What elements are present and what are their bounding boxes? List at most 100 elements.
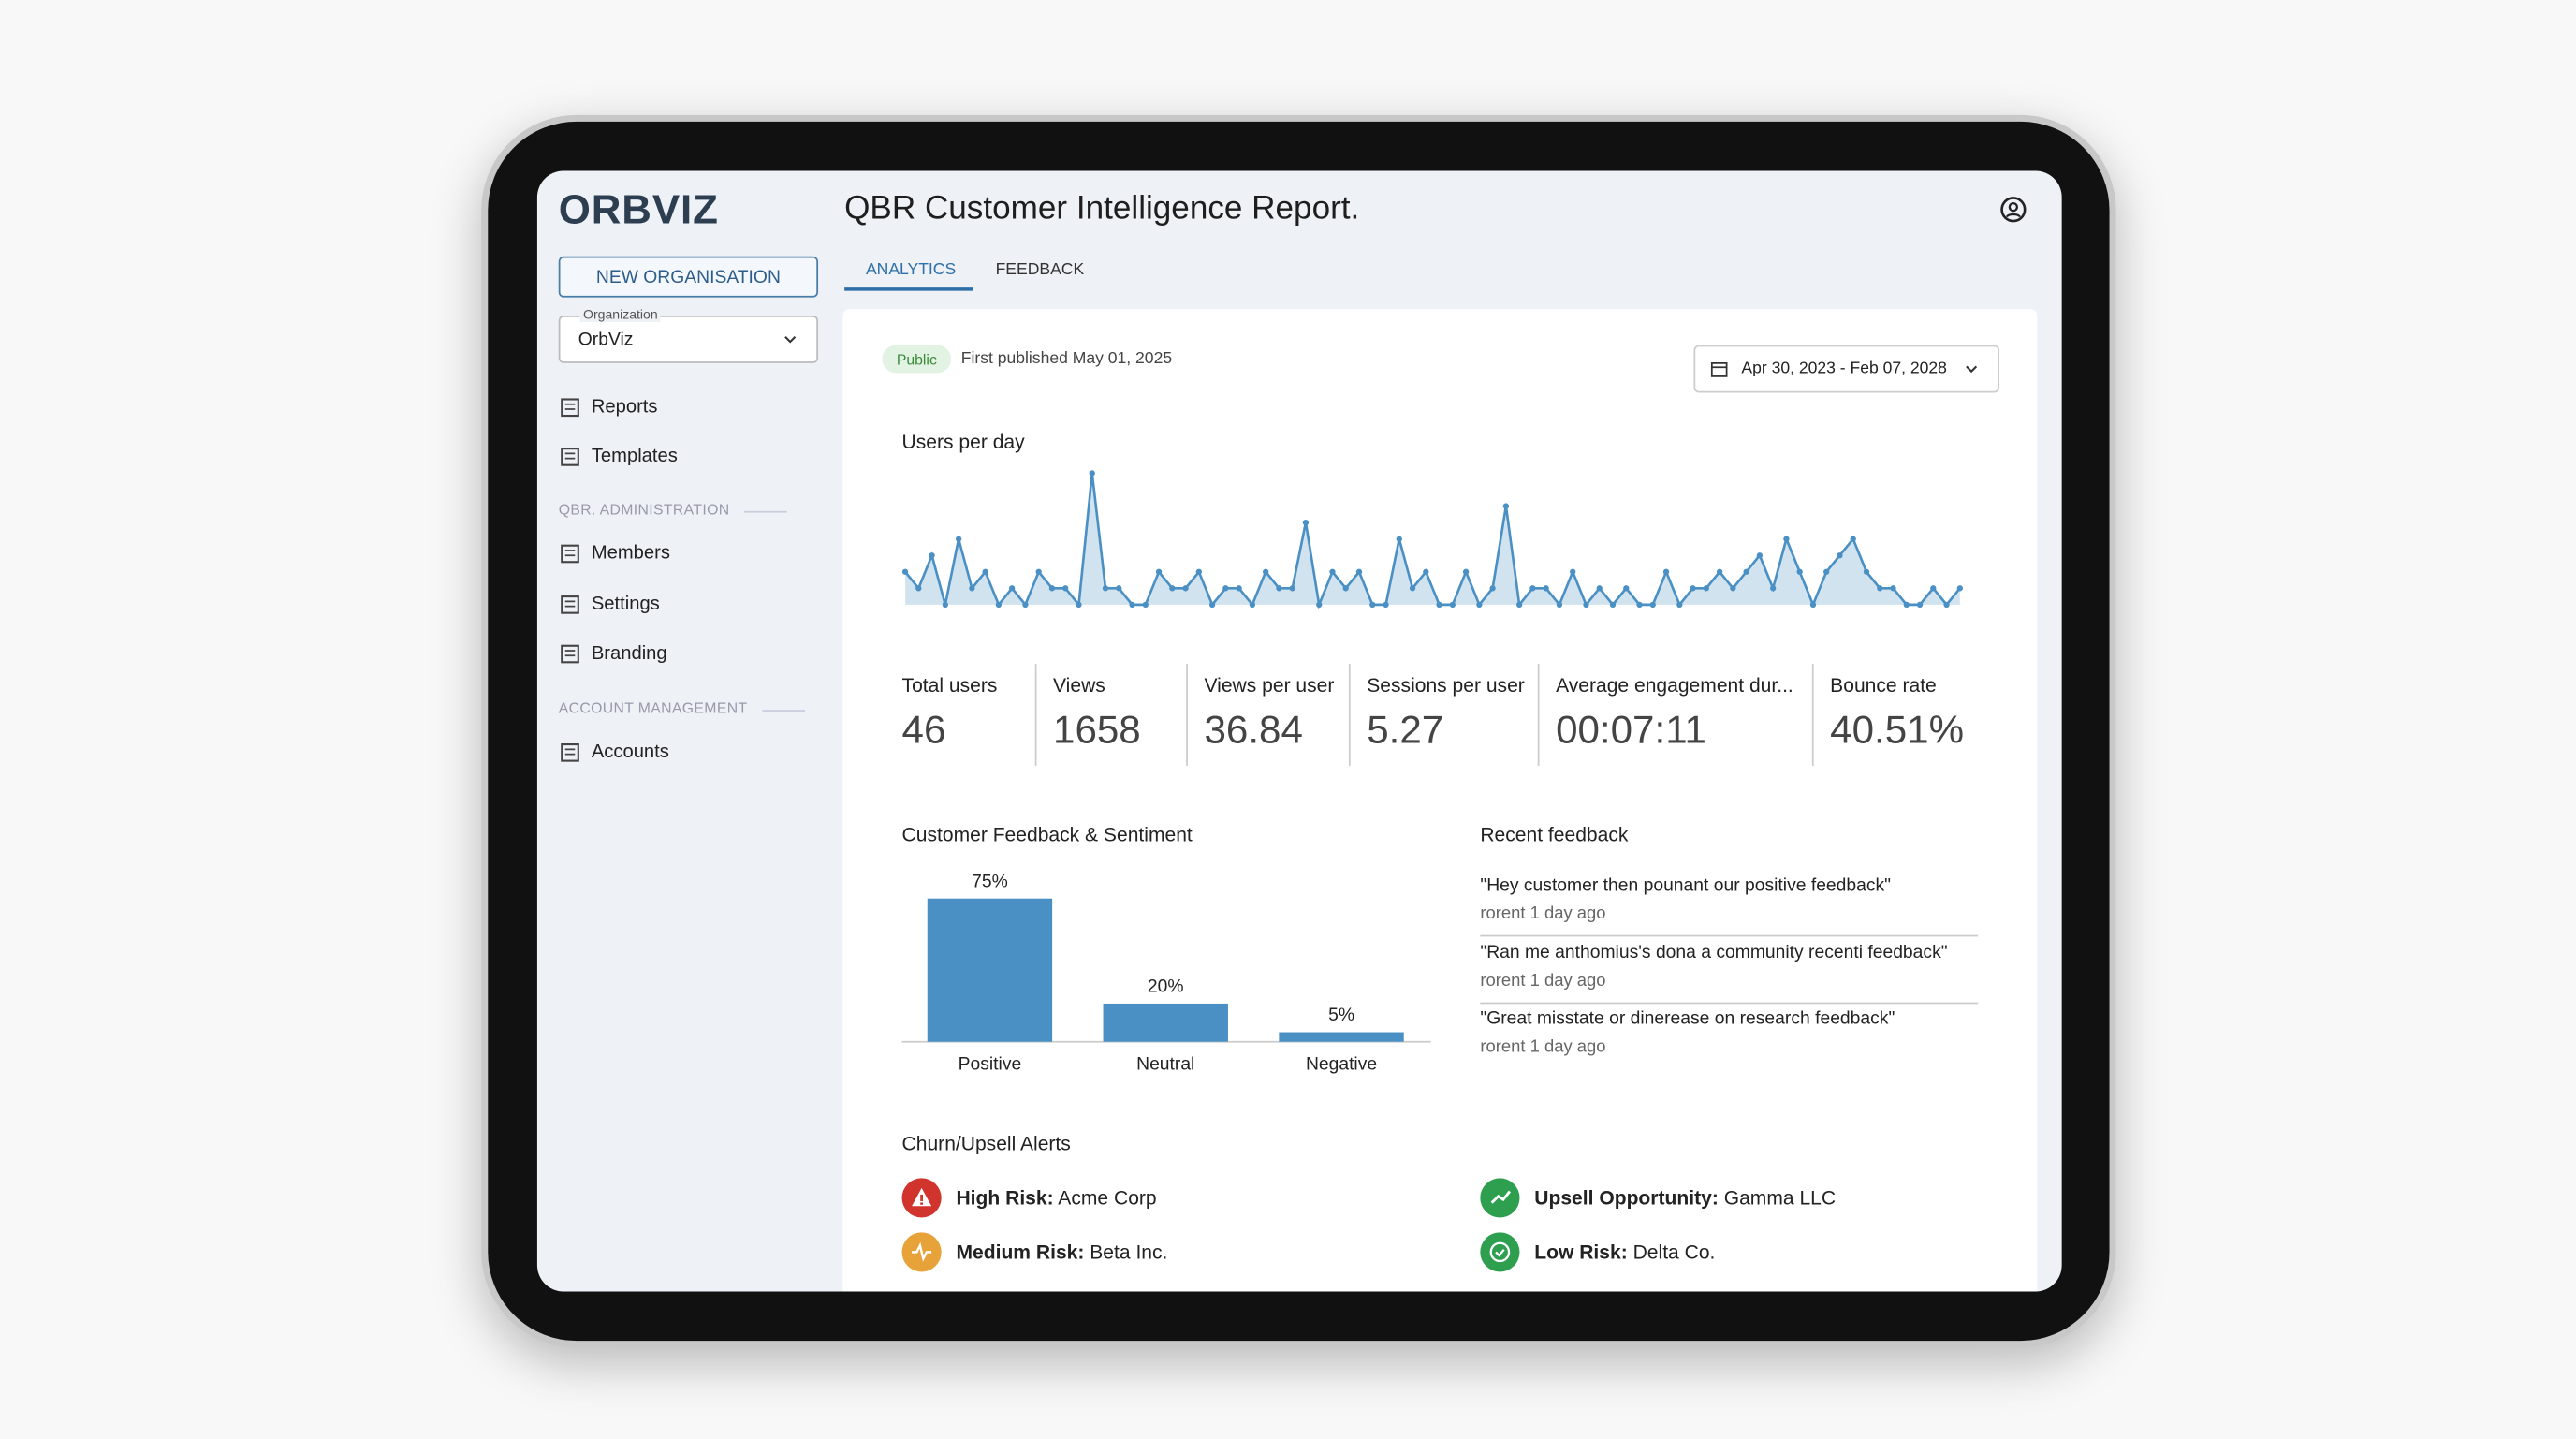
users-point [1409,585,1416,592]
metric-label: Views per user [1204,673,1335,697]
nav-item[interactable]: Templates [559,446,678,469]
alert-text: Upsell Opportunity: Gamma LLC [1534,1186,1836,1210]
users-point [929,552,935,559]
screen: ORBVIZ NEW ORGANISATION Organization Orb… [536,170,2062,1292]
nav-item[interactable]: Settings [559,593,660,616]
nav-icon [561,742,579,761]
metric-divider [1811,664,1814,766]
alert-text: Low Risk: Delta Co. [1534,1241,1715,1264]
nav-icon [561,544,579,564]
users-point [1703,585,1709,592]
users-point [1129,601,1135,609]
metric-divider [1348,664,1351,766]
users-point [1449,601,1456,609]
org-select[interactable]: Organization OrbViz [558,307,819,363]
nav-item[interactable]: Members [559,542,670,565]
report-title: QBR Customer Intelligence Report. [844,190,1360,228]
nav-label: Settings [591,594,660,614]
users-point [1396,536,1402,542]
tab[interactable]: ANALYTICS [865,261,957,280]
users-point [1142,601,1149,609]
nav-item[interactable]: Reports [559,396,658,419]
alert-icon [901,1178,942,1218]
users-point [1022,601,1029,609]
alert-item: Low Risk: Delta Co. [1480,1232,1715,1272]
feedback-quote: "Great misstate or dinerease on research… [1480,1008,1895,1029]
published-date: First published May 01, 2025 [960,349,1173,369]
users-point [1035,568,1042,575]
feedback-meta: rorent 1 day ago [1480,903,1606,924]
users-point [1329,568,1336,575]
alert-text: High Risk: Acme Corp [956,1186,1156,1210]
users-point [1837,552,1843,559]
metric-label: Bounce rate [1830,673,1937,697]
nav-icon [561,448,579,466]
users-point [1489,585,1496,592]
x-tick-label: Positive [959,1055,1022,1075]
alert-label: Upsell Opportunity: [1534,1186,1719,1210]
users-point [1436,601,1442,609]
users-point [1690,585,1696,592]
alert-glyph [1490,1190,1512,1204]
users-chart [901,470,1963,609]
users-point [1543,585,1549,592]
feedback-divider [1480,1001,1979,1004]
users-point [1263,568,1269,575]
metric-value: 36.84 [1204,708,1303,753]
nav-label: Reports [591,397,658,418]
alert-label: Medium Risk: [956,1241,1085,1264]
nav-icon [561,595,579,613]
alert-account: Gamma LLC [1723,1186,1837,1210]
metric-label: Total users [901,673,998,697]
alert-account: Beta Inc. [1090,1241,1168,1264]
users-point [1877,585,1883,592]
users-point [1583,601,1589,609]
users-point [1009,585,1016,592]
users-point [942,601,949,609]
users-point [1276,585,1282,592]
section-title: QBR. ADMINISTRATION [558,501,730,518]
bar [927,898,1053,1042]
alert-glyph [912,1187,932,1207]
section-title: ACCOUNT MANAGEMENT [558,698,748,716]
feedback-quote: "Hey customer then pounant our positive … [1480,875,1892,896]
users-point [1369,601,1376,609]
users-point [1222,585,1229,592]
users-point [1783,536,1790,542]
users-point [901,568,909,575]
org-value: OrbViz [578,330,634,350]
alert-account: Acme Corp [1058,1186,1157,1210]
users-point [1102,585,1109,592]
metric-label: Sessions per user [1367,673,1525,697]
profile-icon[interactable] [1999,196,2027,224]
users-line [904,473,1961,609]
users-point [1890,585,1896,592]
chevron [1966,365,1978,374]
org-label: Organization [579,307,662,322]
users-point [1556,601,1563,609]
nav-item[interactable]: Branding [559,642,667,666]
users-point [1208,601,1216,609]
tab-underline [844,287,973,291]
alert-item: High Risk: Acme Corp [901,1178,1157,1218]
users-point [1743,568,1749,575]
users-point [1383,601,1389,609]
alert-icon [901,1232,942,1272]
date-range-picker[interactable]: Apr 30, 2023 - Feb 07, 2028 [1693,345,1999,393]
value-label: 5% [1328,1006,1354,1025]
users-point [969,585,975,592]
metric-divider [1186,664,1188,766]
users-point [1302,519,1310,526]
users-point [1930,585,1937,592]
x-tick-label: Neutral [1136,1055,1194,1075]
new-org-button[interactable]: NEW ORGANISATION [558,256,819,298]
chevron [784,336,797,344]
alert-label: High Risk: [956,1186,1054,1210]
metric-divider [1034,664,1037,766]
nav-item[interactable]: Accounts [559,741,669,764]
tab[interactable]: FEEDBACK [995,261,1085,280]
alert-account: Delta Co. [1632,1241,1716,1264]
alert-text: Medium Risk: Beta Inc. [956,1241,1167,1264]
metric-value: 40.51% [1830,708,1965,753]
